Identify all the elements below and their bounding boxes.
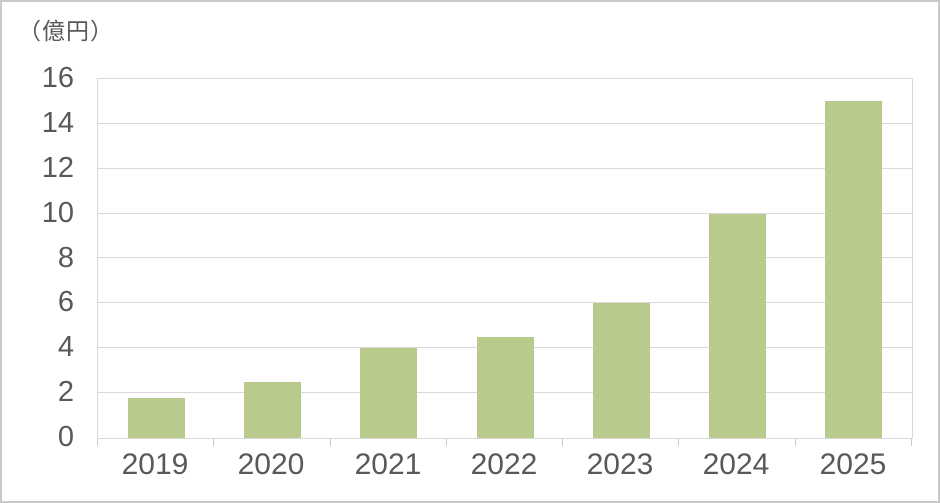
bar-2021 [360,348,417,438]
y-tick-label-6: 6 [57,286,74,318]
gridline-y-14 [98,123,912,124]
x-tick-label-2021: 2021 [354,448,422,481]
gridline-y-12 [98,168,912,169]
x-tick-mark-1 [213,439,214,446]
x-tick-mark-3 [446,439,447,446]
bar-2020 [244,382,301,438]
x-tick-mark-4 [562,439,563,446]
y-tick-label-8: 8 [57,242,74,274]
bar-2025 [825,101,882,438]
bar-2024 [709,214,766,438]
gridline-y-8 [98,257,912,258]
x-tick-mark-5 [678,439,679,446]
x-tick-label-2024: 2024 [702,448,770,481]
y-tick-label-4: 4 [57,331,74,363]
gridline-y-6 [98,302,912,303]
x-tick-label-2020: 2020 [237,448,305,481]
y-tick-label-16: 16 [41,62,74,94]
x-tick-label-2022: 2022 [470,448,538,481]
y-tick-label-12: 12 [41,152,74,184]
y-axis-unit-label: （億円） [18,18,114,44]
bar-2022 [477,337,534,438]
plot-area [97,78,913,439]
x-tick-mark-6 [795,439,796,446]
y-tick-label-10: 10 [41,197,74,229]
x-tick-mark-2 [330,439,331,446]
gridline-y-10 [98,213,912,214]
bar-2023 [593,303,650,438]
bar-2019 [128,398,185,438]
y-tick-label-14: 14 [41,107,74,139]
x-tick-mark-7 [911,439,912,446]
y-tick-label-2: 2 [57,376,74,408]
y-tick-label-0: 0 [57,421,74,453]
x-tick-label-2025: 2025 [819,448,887,481]
x-tick-label-2023: 2023 [586,448,654,481]
x-tick-mark-0 [97,439,98,446]
x-tick-label-2019: 2019 [121,448,189,481]
